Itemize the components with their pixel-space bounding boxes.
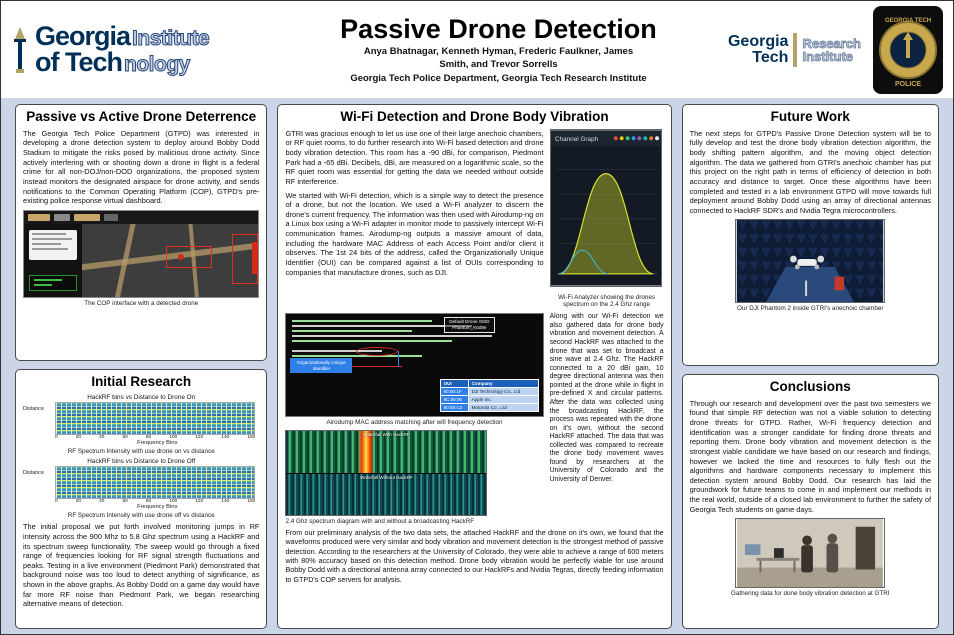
waterfall-spectrum-image: Waterfall With HackRF Waterfall Without … [285,429,488,516]
gtri-logo-divider [793,32,798,67]
person-2 [827,533,838,544]
cop-sidebar [24,223,82,297]
cop-interface-image [23,209,260,298]
waterfall-caption: 2.4 Ghz spectrum diagram with and withou… [285,517,475,525]
section-title-deterrence: Passive vs Active Drone Deterrence [26,109,257,124]
gt-wordmark-georgia: Georgia [35,20,131,51]
airodump-oui-box: Organizationally Unique Identifier [290,358,353,374]
cop-drone-marker [252,241,259,274]
wifi-analyzer-image: Channel Graph [549,128,662,287]
right-column: Future Work The next steps for GTPD's Pa… [681,104,939,629]
future-work-body-text: The next steps for GTPD's Passive Drone … [689,128,931,215]
rf-plot-on-caption: RF Spectrum Intensity with use drone on … [67,447,215,455]
person-1 [802,535,813,546]
section-title-initial-research: Initial Research [91,374,192,389]
airodump-image: Default Drone SSID Phantom_K0d9e Organiz… [285,313,544,418]
panel-conclusions: Conclusions Through our research and dev… [681,374,939,629]
badge-text-top: GEORGIA TECH [885,18,931,24]
gt-wordmark-institute: Institute [132,26,211,50]
rf-plot-on-title: HackRF bins vs Distance to Drone On [87,393,196,401]
initial-research-body-text: The initial proposal we put forth involv… [23,522,260,609]
affiliation: Georgia Tech Police Department, Georgia … [350,73,647,85]
cop-caption: The COP interface with a detected drone [84,299,199,307]
authors-line-2: Smith, and Trevor Sorrells [439,58,558,70]
gt-police-badge: GEORGIA TECH POLICE [873,5,943,94]
airodump-ssid-box: Default Drone SSID Phantom_K0d9e [444,317,495,333]
wifi-para-2: We started with Wi-Fi detection, which i… [285,190,544,277]
rf-plot-on-xlabel: Frequency Bins [137,439,178,446]
cop-drone-status-box [29,274,77,291]
header: Georgia Institute of Tech nology Passive… [1,1,953,98]
gtri-logo-institute: Institute [802,48,854,64]
rf-plot-on-spectrum [55,401,256,435]
section-title-conclusions: Conclusions [769,379,851,394]
panel-future-work: Future Work The next steps for GTPD's Pa… [681,104,939,366]
rf-plot-off-spectrum [55,466,256,500]
gtri-logo-georgia: Georgia [727,33,789,51]
section-title-wifi: Wi-Fi Detection and Drone Body Vibration [340,109,609,124]
gtri-logo-research: Research [802,35,861,51]
monitor-screen [745,544,761,556]
gt-police-badge-seal: GEORGIA TECH POLICE [879,18,937,88]
airodump-oui-table: OUI Company 60:60:1F DJI Technology Co.,… [439,379,539,413]
waterfall-without-hackrf: Waterfall Without HackRF [286,472,487,515]
gt-wordmark-nology: nology [124,52,191,76]
authors-line-1: Anya Bhatnagar, Kenneth Hyman, Frederic … [363,46,634,58]
anechoic-chamber-image [735,219,886,304]
panel-passive-vs-active-deterrence: Passive vs Active Drone Deterrence The G… [15,104,268,361]
gt-wordmark-of-tech: of Tech [35,46,123,77]
anechoic-chamber-caption: Our DJI Phantom 2 inside GTRI's anechoic… [737,305,884,313]
airodump-mac-highlight [356,347,399,357]
rf-plot-off-xticks: 0 20 40 60 80 100 120 140 160 [55,499,256,505]
gtri-data-gathering-caption: Gathering data for done body vibration d… [730,590,890,598]
poster-body: Passive vs Active Drone Deterrence The G… [1,98,953,634]
gt-tower-icon [14,26,26,73]
wifi-analyzer-title: Channel Graph [554,136,598,143]
badge-text-bottom: POLICE [895,81,921,88]
rf-plot-off-ylabel: Distance [23,470,44,477]
deterrence-body-text: The Georgia Tech Police Department (GTPD… [23,128,260,206]
dji-phantom-drone [797,259,818,267]
rf-plot-on-xticks: 0 20 40 60 80 100 120 140 160 [55,434,256,440]
rf-plot-off-caption: RF Spectrum Intensity with use drone off… [67,512,215,520]
wifi-para-4: From our preliminary analysis of the two… [285,527,664,584]
panel-initial-research: Initial Research HackRF bins vs Distance… [15,369,268,629]
hackrf-signal-stripe [358,430,375,473]
waterfall-with-hackrf: Waterfall With HackRF [286,430,487,473]
wifi-analyzer-caption: Wi-Fi Analyzer showing the drones spectr… [558,293,656,309]
cop-toolbar [24,210,259,224]
cop-detection-card [29,229,77,260]
rf-plot-off-title: HackRF bins vs Distance to Drone Off [87,458,196,466]
wifi-para-3: Along with our Wi-Fi detection we also g… [549,313,664,483]
middle-column: Wi-Fi Detection and Drone Body Vibration… [277,104,672,629]
gtri-data-gathering-image [735,518,886,589]
rf-plot-on-ylabel: Distance [23,405,44,412]
cop-map-area [82,223,259,297]
wifi-para-1: GTRI was gracious enough to let us use o… [285,128,544,186]
section-title-future-work: Future Work [770,109,850,124]
cop-detection-zone [166,245,212,268]
gtri-logo-tech: Tech [752,48,789,66]
gtri-logo: Georgia Tech Research Institute [727,32,865,67]
airodump-caption: Airodump MAC address matching after wifi… [326,419,503,427]
rf-plot-drone-off: HackRF bins vs Distance to Drone Off Dis… [23,458,259,510]
rf-plot-drone-on: HackRF bins vs Distance to Drone On Dist… [23,394,259,446]
header-title-block: Passive Drone Detection Anya Bhatnagar, … [277,15,720,84]
conclusions-body-text: Through our research and development ove… [689,398,931,514]
wifi-drone-spectrum-curve [558,172,653,275]
poster-title: Passive Drone Detection [340,13,657,44]
georgia-tech-logo: Georgia Institute of Tech nology [11,20,269,77]
panel-wifi-detection: Wi-Fi Detection and Drone Body Vibration… [277,104,672,629]
doorway [855,527,876,570]
rf-plot-off-xlabel: Frequency Bins [137,504,178,511]
left-column: Passive vs Active Drone Deterrence The G… [15,104,268,629]
